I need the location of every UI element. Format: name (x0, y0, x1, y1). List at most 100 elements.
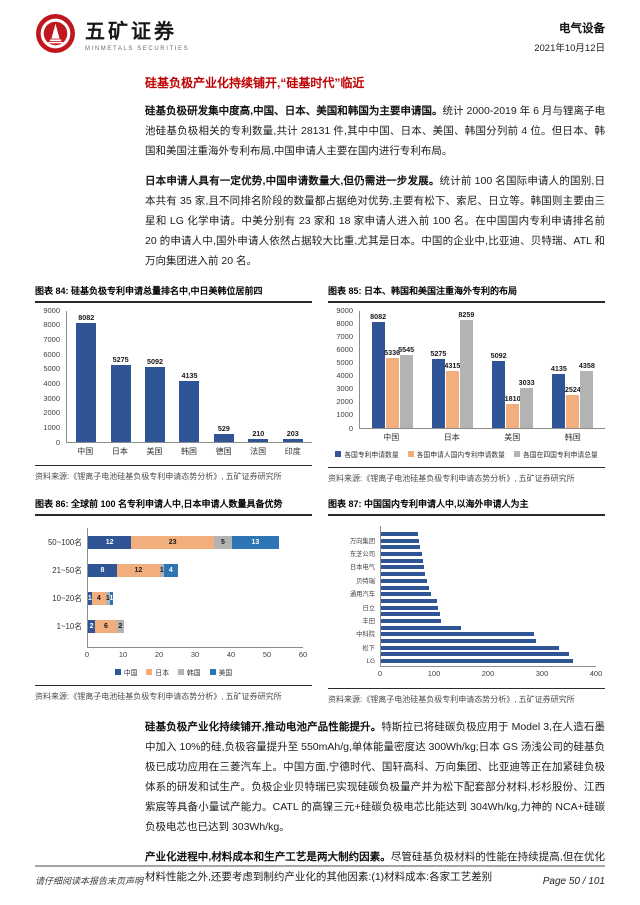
y-category-label (328, 572, 375, 576)
paragraph-4: 产业化进程中,材料成本和生产工艺是两大制约因素。尽管硅基负极材料的性能在持续提高… (145, 847, 605, 887)
figure-84-chart: 0 1000 2000 3000 4000 5000 6000 7000 8000 9000 808… (35, 306, 312, 457)
bar-segment: 23 (131, 536, 214, 549)
bar-segment: 5 (213, 536, 232, 549)
bar (445, 371, 459, 428)
bar-group: 5092 1810 3033 (483, 351, 543, 428)
bar (520, 388, 534, 428)
bar-value-label: 5092 (490, 351, 507, 361)
bar (371, 322, 385, 428)
plot-area: 8082 5275 5092 4135 529 210 203 (66, 311, 312, 443)
bar-segment: 2 (88, 620, 96, 633)
bar-value-label: 5275 (112, 354, 129, 364)
y-category-label (328, 559, 375, 563)
legend-item: 美国 (209, 667, 233, 677)
legend-label: 韩国 (187, 670, 201, 677)
bar-group: 5275 (103, 355, 137, 442)
x-tick-label: 韩国 (181, 447, 198, 456)
stacked-bar: 12 23 5 13 (88, 536, 303, 549)
bar-group: 529 (207, 424, 241, 442)
legend-label: 各国在四国专利申请总量 (522, 452, 598, 459)
plot-area: 12 23 5 13 8 12 1 4 1 4 1 1 2 6 2 (87, 528, 303, 648)
figure-row-2: 图表 86: 全球前 100 名专利申请人中,日本申请人数量具备优势 50~10… (35, 497, 605, 705)
bar-value-label: 5092 (147, 357, 164, 367)
brand-subtitle: MINMETALS SECURITIES (85, 46, 190, 52)
bar (381, 545, 420, 550)
figure-87: 图表 87: 中国国内专利申请人中,以海外申请人为主 万向集团 东芝公司 日本电气贝… (328, 497, 605, 705)
bar-segment: 13 (231, 536, 279, 549)
paragraph-1-lead: 硅基负极研发集中度高,中国、日本、美国和韩国为主要申请国。 (145, 105, 443, 117)
bar-group: 4135 2524 4358 (543, 361, 603, 428)
bar (381, 639, 536, 643)
bar (566, 394, 580, 428)
bar (381, 592, 431, 597)
x-tick-label: 60 (298, 650, 308, 659)
legend-swatch (407, 451, 414, 457)
y-tick-label: 9000 (43, 305, 60, 315)
y-category-label: 日本电气 (349, 564, 375, 572)
x-tick-label: 美国 (146, 447, 163, 456)
x-axis: 0 10 20 30 40 50 60 (84, 648, 307, 661)
x-axis: 0 100 200 300 400 (377, 667, 602, 680)
paragraph-1: 硅基负极研发集中度高,中国、日本、美国和韩国为主要申请国。统计 2000-201… (145, 101, 605, 161)
legend-swatch (513, 451, 520, 457)
paragraph-2: 日本申请人具有一定优势,中国申请数量大,但仍需进一步发展。统计前 100 名国际… (145, 171, 605, 271)
bar-value-label: 5545 (398, 345, 415, 355)
y-tick-label: 6000 (336, 344, 353, 354)
bar-group: 203 (276, 429, 310, 442)
y-axis-labels: 50~100名 21~50名 10~20名 1~10名 (35, 528, 87, 648)
y-tick-label: 8000 (43, 320, 60, 330)
legend-item: 中国 (114, 667, 137, 677)
bar-segment: 12 (88, 536, 132, 549)
bar (381, 632, 534, 637)
x-tick-label: 0 (377, 668, 383, 678)
x-tick-label: 印度 (284, 447, 301, 456)
bar (381, 558, 423, 563)
bar (110, 364, 131, 442)
bar (552, 373, 566, 428)
bar-value-label: 8259 (458, 309, 475, 319)
y-category-label: 10~20名 (52, 594, 82, 603)
figure-row-1: 图表 84: 硅基负极专利申请总量排名中,中日美韩位居前四 0 1000 2000 3… (35, 284, 605, 484)
y-tick-label: 3000 (43, 393, 60, 403)
y-category-label (328, 532, 375, 536)
bar-value-label: 3033 (518, 378, 535, 388)
y-tick-label: 5000 (43, 364, 60, 374)
bar-group: 210 (241, 429, 275, 442)
figure-86-chart: 50~100名 21~50名 10~20名 1~10名 12 23 5 13 8 12 1 4 1 4 1 1… (35, 524, 312, 677)
legend-item: 韩国 (178, 667, 201, 677)
legend-item: 各国申请人国内专利申请数量 (407, 449, 505, 459)
bar (381, 618, 442, 623)
bar (381, 572, 426, 577)
legend-swatch (178, 669, 184, 675)
y-category-label: 50~100名 (47, 538, 82, 547)
figure-84-title: 图表 84: 硅基负极专利申请总量排名中,中日美韩位居前四 (35, 284, 312, 303)
bar-segment: 1 (106, 592, 110, 605)
x-tick-label: 0 (84, 650, 90, 659)
bar (381, 552, 422, 557)
legend-label: 美国 (218, 670, 233, 677)
y-tick-label: 9000 (336, 305, 353, 315)
bar-value-label: 2524 (564, 384, 581, 394)
bar-value-label: 529 (217, 424, 230, 434)
y-category-label: 贝特瑞 (356, 577, 375, 585)
bar (76, 323, 97, 442)
bar (580, 370, 594, 428)
bar-segment: 12 (116, 564, 160, 577)
bar-segment: 8 (88, 564, 117, 577)
y-axis-labels: 万向集团 东芝公司 日本电气 贝特瑞 通用汽车 日立 丰田 中科院 松下 LG (328, 526, 380, 667)
bar (381, 605, 439, 610)
figure-87-chart: 万向集团 东芝公司 日本电气 贝特瑞 通用汽车 日立 丰田 中科院 松下 LG 0 100 200 300… (328, 524, 605, 680)
x-tick-label: 中国 (383, 433, 400, 442)
bar (381, 538, 419, 543)
bar-value-label: 4135 (550, 363, 567, 373)
paragraph-2-body: 统计前 100 名国际申请人的国别,日本共有 35 家,且不同排名阶段的数量都占… (145, 175, 605, 267)
y-category-label: 中科院 (356, 631, 375, 639)
plot-area (380, 526, 596, 667)
x-tick-label: 400 (589, 668, 603, 678)
legend-item: 各国专利申请数量 (335, 449, 399, 459)
paragraph-4-lead: 产业化进程中,材料成本和生产工艺是两大制约因素。 (145, 850, 391, 863)
x-tick-label: 50 (262, 650, 272, 659)
bar-group: 5092 (138, 357, 172, 442)
